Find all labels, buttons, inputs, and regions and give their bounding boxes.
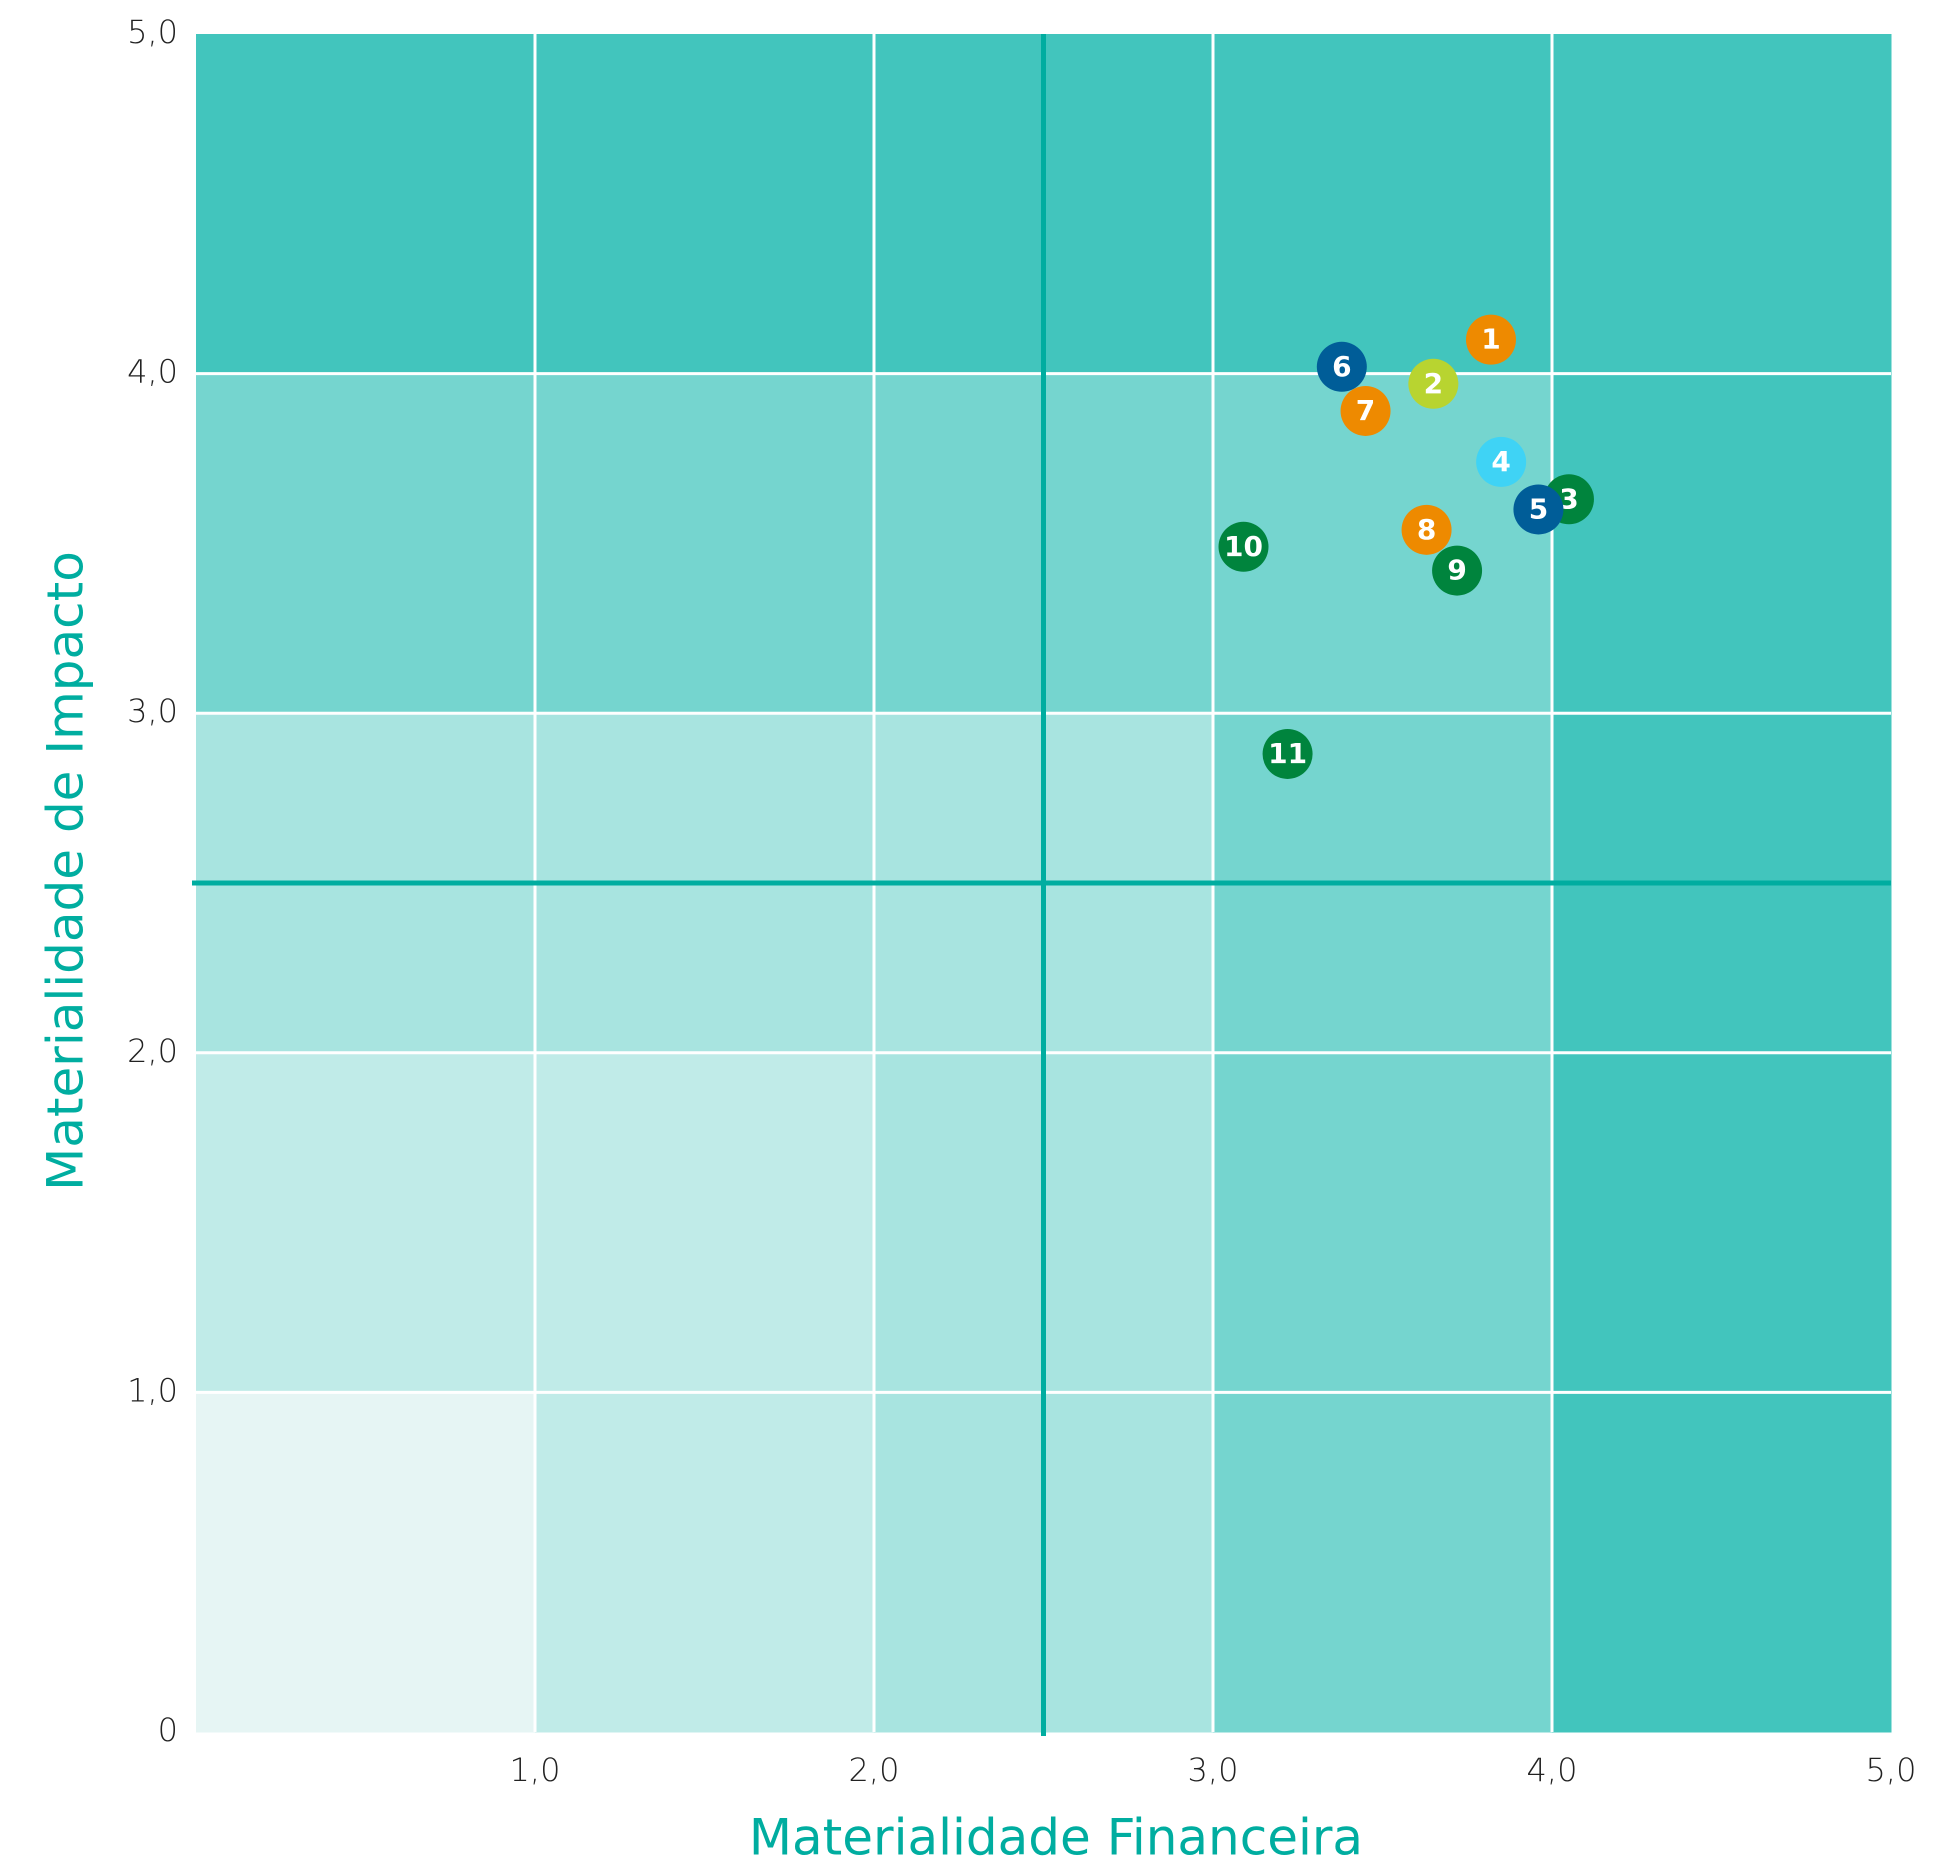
zone-cell [1213, 1392, 1553, 1733]
y-tick-label: 3,0 [127, 692, 178, 730]
x-tick-label: 3,0 [1188, 1751, 1239, 1789]
point-label: 9 [1447, 554, 1466, 587]
y-tick-label: 1,0 [127, 1371, 178, 1409]
point-label: 10 [1224, 530, 1263, 563]
point [1401, 504, 1452, 555]
y-tick-label: 5,0 [127, 13, 178, 51]
point-label: 8 [1417, 513, 1436, 546]
zone-cell [196, 373, 536, 714]
zone-cell [196, 1052, 536, 1393]
point-label: 4 [1491, 445, 1510, 478]
zone-cell [1213, 373, 1553, 714]
x-tick-label: 5,0 [1866, 1751, 1917, 1789]
point [1513, 484, 1564, 535]
zone-cell [1213, 1052, 1553, 1393]
zone-cell [535, 373, 875, 714]
x-tick-label: 4,0 [1527, 1751, 1578, 1789]
point-label: 5 [1529, 492, 1548, 525]
point-label: 2 [1424, 367, 1443, 400]
point [1476, 436, 1527, 487]
x-tick-label: 1,0 [510, 1751, 561, 1789]
x-tick-label: 2,0 [849, 1751, 900, 1789]
point [1340, 385, 1391, 436]
zone-cell [535, 1392, 875, 1733]
point-label: 6 [1332, 350, 1351, 383]
zone-cell [1552, 1052, 1892, 1393]
point [1465, 314, 1516, 365]
zone-cell [196, 1392, 536, 1733]
x-axis-title: Materialidade Financeira [749, 1809, 1363, 1859]
y-tick-label: 0 [158, 1711, 178, 1749]
zone-cell [1552, 34, 1892, 375]
point [1262, 728, 1313, 779]
point [1218, 521, 1269, 572]
point-label: 3 [1559, 482, 1578, 515]
zone-cell [1552, 373, 1892, 714]
y-tick-label: 4,0 [127, 353, 178, 391]
point-label: 11 [1268, 737, 1307, 770]
point [1316, 341, 1367, 392]
zone-cell [1552, 1392, 1892, 1733]
y-axis-title: Materialidade de Impacto [37, 551, 95, 1191]
y-tick-label: 2,0 [127, 1032, 178, 1070]
point [1432, 545, 1483, 596]
zone-cell [535, 34, 875, 375]
point-label: 7 [1356, 394, 1375, 427]
point-label: 1 [1481, 323, 1500, 356]
zone-cell [196, 34, 536, 375]
point [1408, 358, 1459, 409]
zone-cell [535, 1052, 875, 1393]
